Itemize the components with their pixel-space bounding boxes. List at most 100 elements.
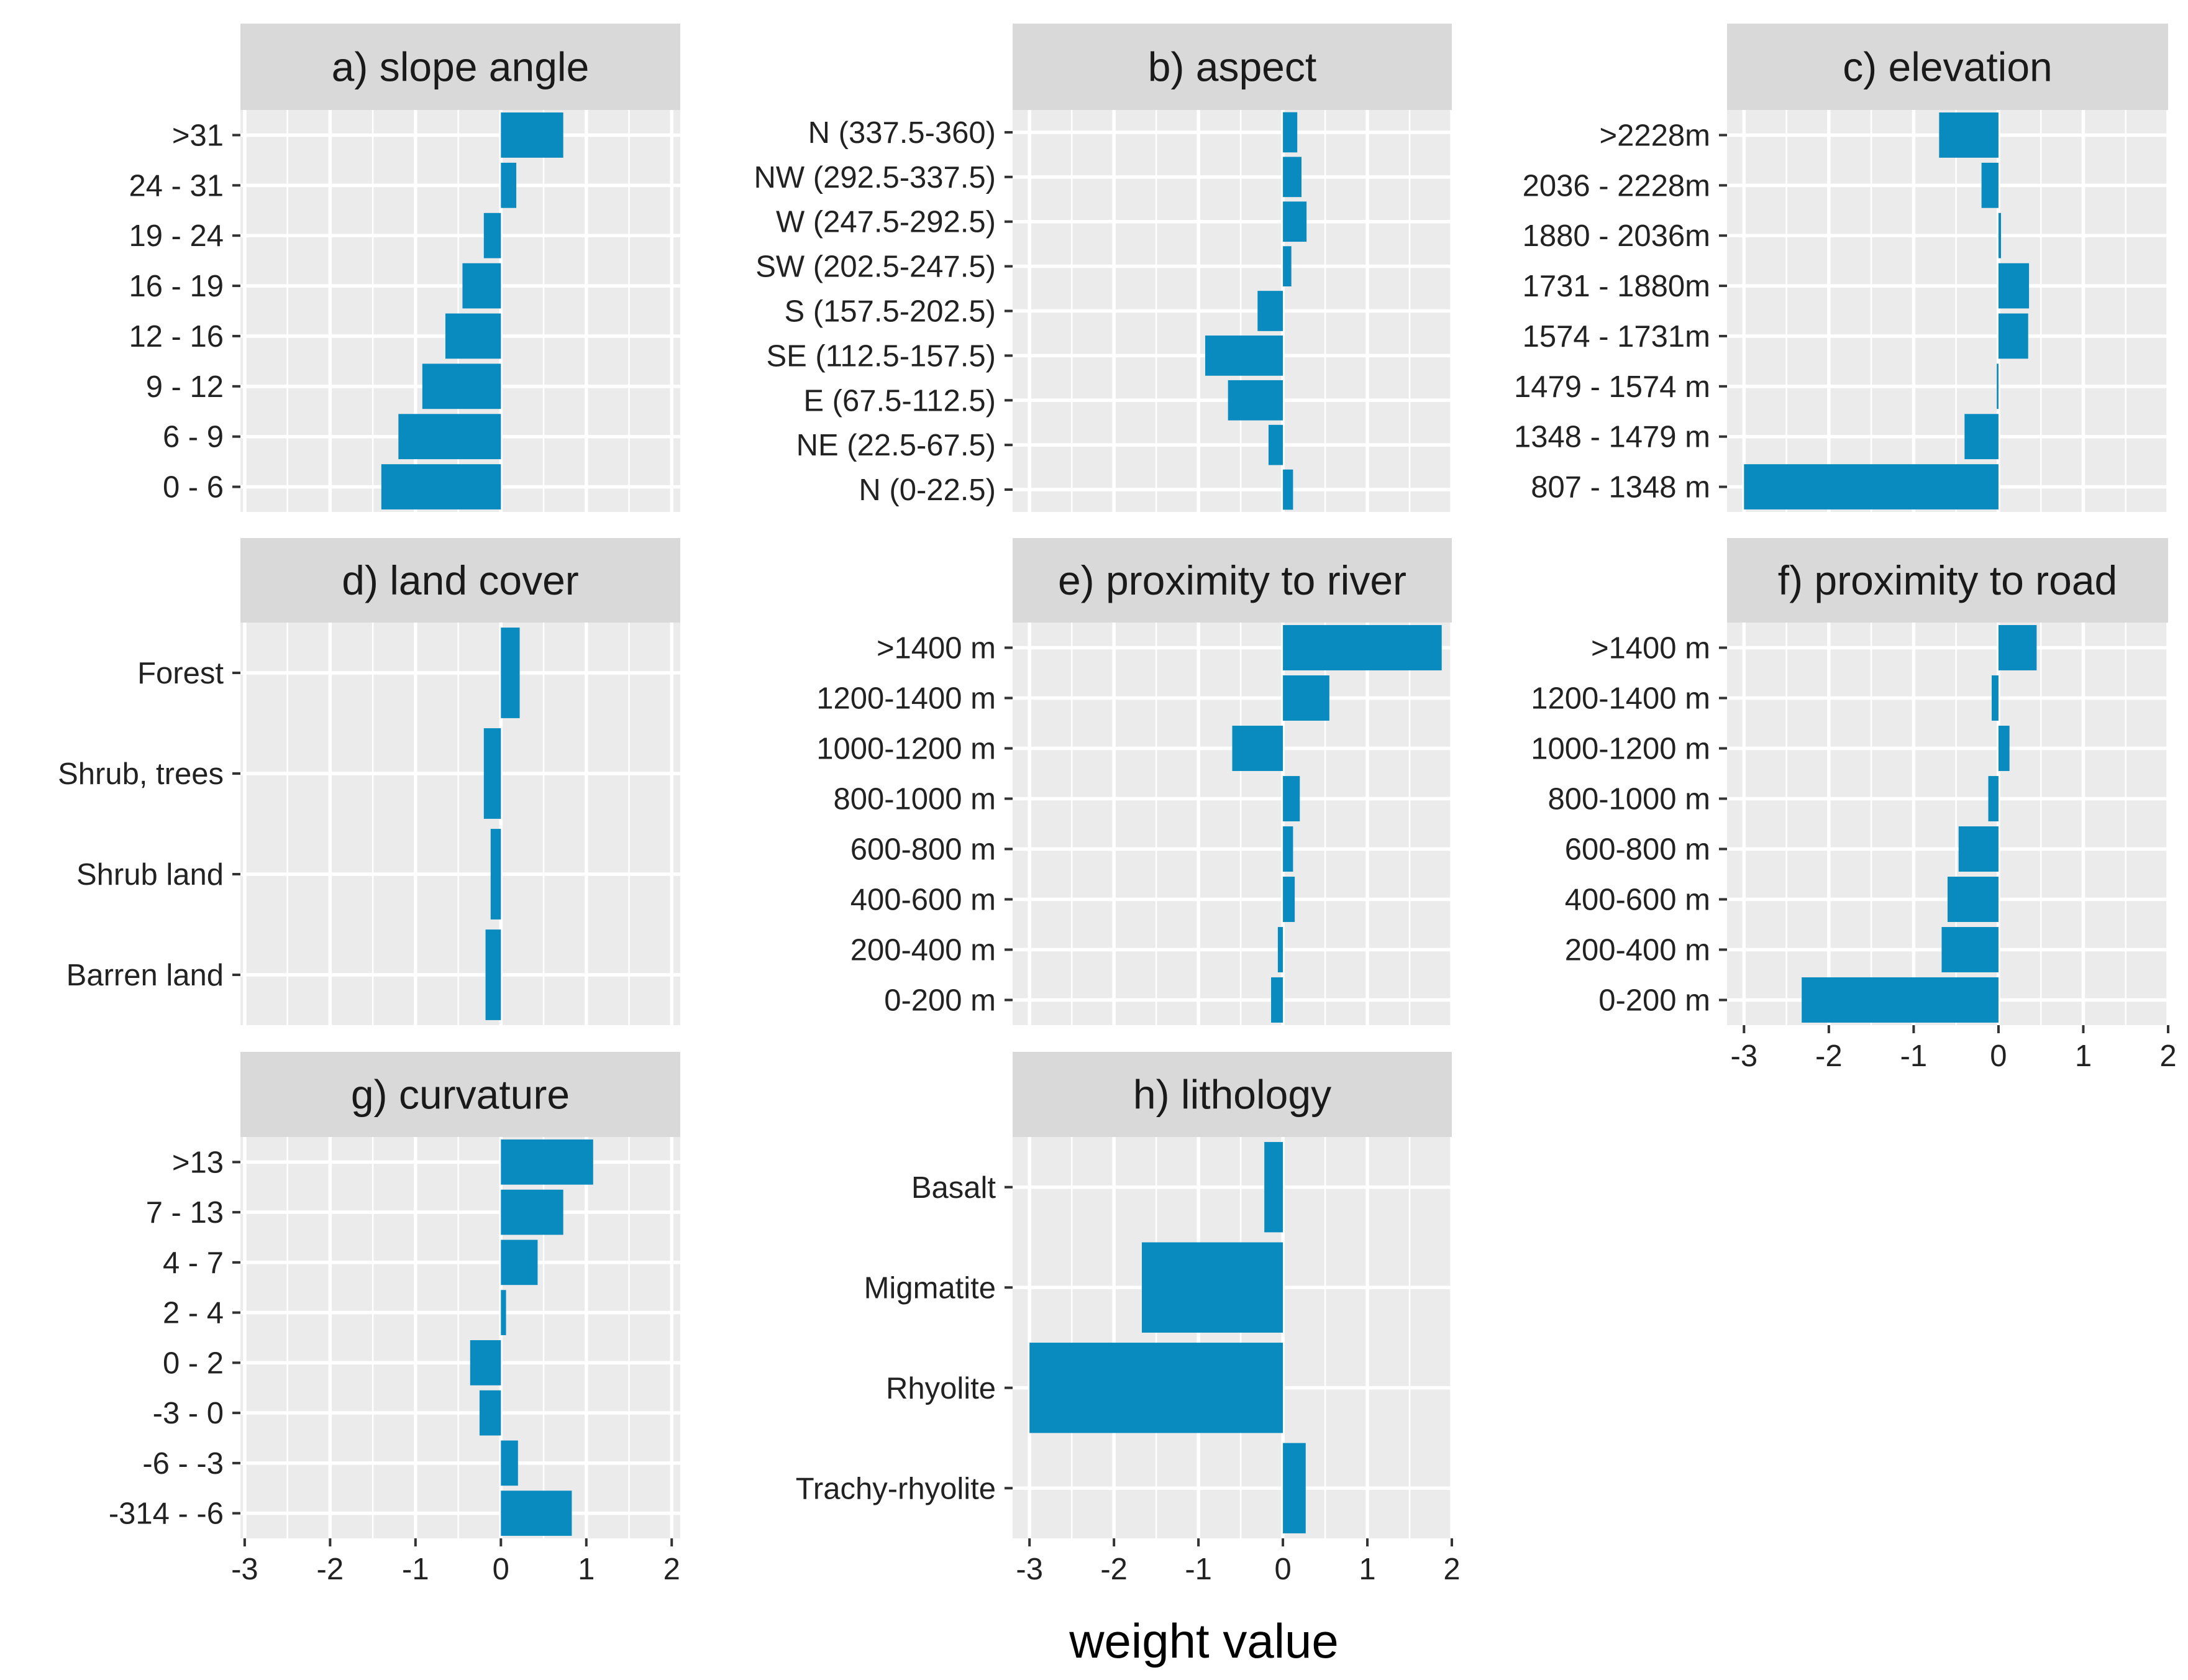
panel-f-title: f) proximity to road [1778, 557, 2118, 603]
category-label: 2 - 4 [163, 1297, 224, 1330]
x-tick-label: 0 [1274, 1553, 1291, 1586]
bar-a-7 [381, 464, 501, 509]
category-label: 800-1000 m [833, 783, 996, 816]
bar-e-3 [1283, 776, 1300, 821]
bar-c-6 [1964, 414, 1999, 460]
bar-b-4 [1257, 291, 1283, 331]
panel-c-background [1727, 110, 2168, 512]
category-label: -314 - -6 [109, 1497, 224, 1531]
bar-g-5 [479, 1390, 501, 1436]
category-label: N (0-22.5) [859, 473, 996, 507]
category-label: SE (112.5-157.5) [766, 339, 996, 373]
x-tick-label: -3 [1731, 1039, 1758, 1073]
x-tick-label: -3 [231, 1553, 258, 1586]
bar-g-0 [501, 1139, 593, 1185]
category-label: S (157.5-202.5) [785, 295, 996, 329]
bar-b-5 [1205, 336, 1283, 376]
bar-f-2 [1998, 726, 2010, 771]
bar-c-1 [1981, 162, 1999, 208]
panel-a-strip [240, 24, 680, 110]
x-tick-label: 1 [1359, 1553, 1375, 1586]
category-label: Basalt [911, 1171, 996, 1205]
bar-a-3 [462, 263, 501, 309]
bar-a-5 [422, 363, 501, 409]
bar-f-3 [1988, 776, 1999, 821]
category-label: >13 [172, 1146, 224, 1179]
bar-f-1 [1992, 675, 1999, 721]
category-label: -6 - -3 [142, 1447, 224, 1481]
x-tick-label: 0 [493, 1553, 509, 1586]
bar-a-0 [501, 112, 563, 158]
category-label: 800-1000 m [1548, 783, 1710, 816]
category-label: 400-600 m [850, 883, 996, 917]
category-label: -3 - 0 [153, 1397, 224, 1430]
bar-g-6 [501, 1440, 518, 1486]
category-label: SW (202.5-247.5) [755, 250, 996, 284]
category-label: 1880 - 2036m [1523, 219, 1710, 253]
bar-b-2 [1283, 201, 1307, 242]
category-label: Trachy-rhyolite [796, 1472, 996, 1505]
x-tick-label: -2 [1100, 1553, 1128, 1586]
panel-a-title: a) slope angle [332, 44, 590, 90]
category-label: 0 - 2 [163, 1346, 224, 1380]
bar-c-0 [1939, 112, 1999, 158]
x-tick-label: 2 [663, 1553, 680, 1586]
category-label: 1200-1400 m [1531, 682, 1710, 716]
bar-e-2 [1232, 726, 1283, 771]
category-label: Barren land [66, 959, 224, 992]
bar-c-3 [1998, 263, 2030, 309]
category-label: 200-400 m [850, 934, 996, 967]
x-tick-label: 0 [1990, 1039, 2007, 1073]
category-label: 6 - 9 [163, 421, 224, 454]
bar-f-5 [1948, 877, 1999, 922]
x-tick-label: -2 [1815, 1039, 1843, 1073]
bar-e-1 [1283, 675, 1329, 721]
category-label: N (337.5-360) [808, 116, 996, 150]
bar-g-4 [470, 1340, 501, 1386]
panel-b-title: b) aspect [1148, 44, 1316, 90]
bar-d-2 [490, 829, 501, 920]
category-label: >31 [172, 119, 224, 152]
bar-b-3 [1283, 246, 1292, 286]
category-label: Migmatite [864, 1271, 996, 1305]
bar-h-1 [1142, 1242, 1283, 1333]
panel-g-strip [240, 1052, 680, 1137]
bar-b-8 [1283, 469, 1293, 510]
category-label: 24 - 31 [129, 169, 224, 203]
x-tick-label: -1 [1185, 1553, 1212, 1586]
bar-c-7 [1744, 464, 1999, 509]
category-label: 1200-1400 m [816, 682, 996, 716]
bar-d-1 [483, 728, 501, 819]
panel-d: d) land cover Forest Shrub, trees Shrub lan… [58, 538, 680, 1025]
x-tick-label: -1 [402, 1553, 429, 1586]
panel-d-background [240, 623, 680, 1025]
bar-h-2 [1029, 1343, 1283, 1433]
category-label: W (247.5-292.5) [776, 206, 996, 239]
panel-b: b) aspect N (337.5-360) NW (292.5-337.5) W … [754, 24, 1454, 512]
category-label: Shrub land [76, 858, 224, 892]
category-label: >2228m [1600, 119, 1710, 152]
bar-g-1 [501, 1189, 563, 1235]
category-label: 19 - 24 [129, 219, 224, 253]
bar-g-7 [501, 1491, 572, 1536]
x-tick-label: -1 [1900, 1039, 1928, 1073]
category-label: 2036 - 2228m [1523, 169, 1710, 203]
bar-a-1 [501, 162, 517, 208]
bar-d-0 [501, 628, 520, 718]
bar-f-4 [1958, 826, 1999, 872]
bar-a-2 [483, 212, 501, 258]
category-label: 1574 - 1731m [1523, 320, 1710, 354]
category-label: E (67.5-112.5) [803, 384, 996, 418]
category-label: 400-600 m [1565, 883, 1710, 917]
panel-b-strip [1013, 24, 1452, 110]
panel-c-title: c) elevation [1843, 44, 2053, 90]
category-label: 1731 - 1880m [1523, 270, 1710, 303]
bar-e-5 [1283, 877, 1295, 922]
panel-e: e) proximity to river >1400 m 1200-1400 m 1… [816, 538, 1454, 1025]
bar-e-0 [1283, 625, 1442, 670]
bar-b-6 [1228, 380, 1283, 421]
panel-e-title: e) proximity to river [1058, 557, 1406, 603]
panel-d-strip [240, 538, 680, 623]
